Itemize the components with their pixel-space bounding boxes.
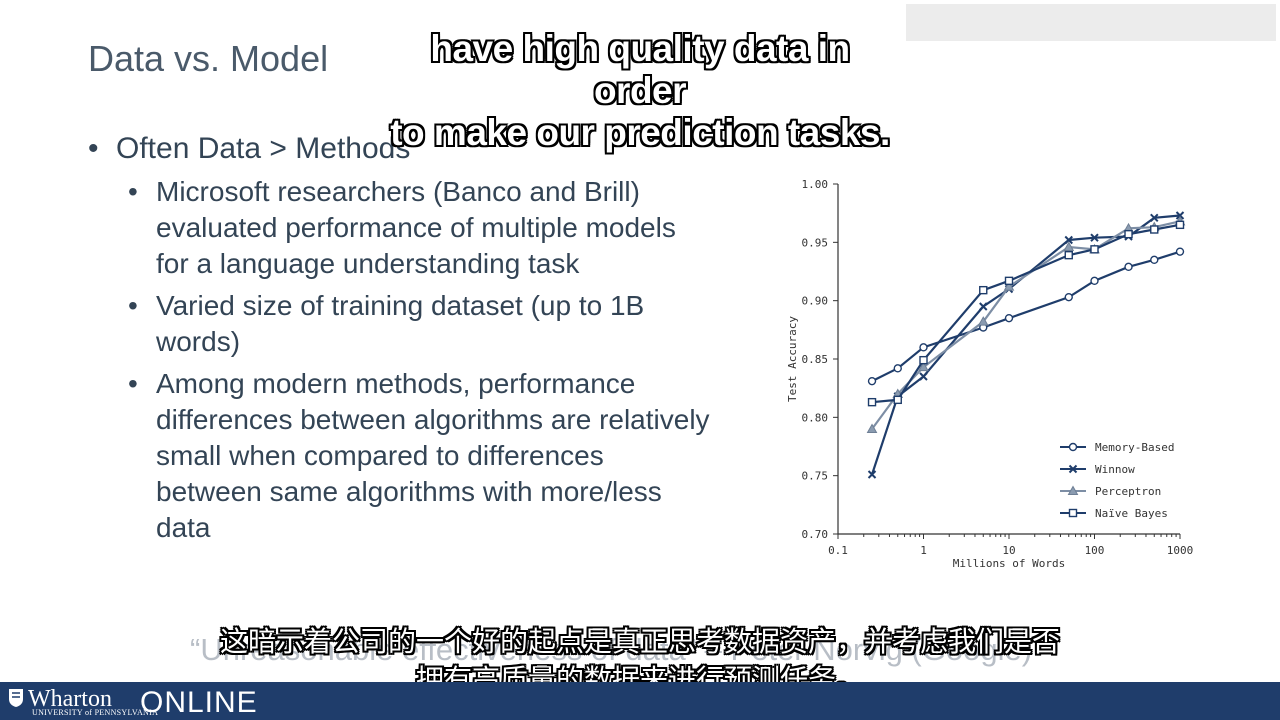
- quote-text: “Unreasonable effectiveness of data” – P…: [190, 632, 1033, 667]
- bullet-dot: •: [128, 176, 138, 207]
- sub-bullet-text: Microsoft researchers (Banco and Brill) …: [156, 176, 676, 279]
- sub-bullet: • Among modern methods, performance diff…: [88, 366, 716, 546]
- english-subtitle: have high quality data in order to make …: [380, 28, 900, 154]
- data-point-na-ve-bayes: [893, 395, 902, 405]
- data-point-perceptron: [866, 423, 878, 433]
- y-tick-label: 0.95: [802, 236, 829, 249]
- legend-marker: [1067, 485, 1079, 495]
- sub-bullet-text: Varied size of training dataset (up to 1…: [156, 290, 645, 357]
- data-point-memory-based: [1175, 247, 1185, 256]
- data-point-memory-based: [867, 376, 877, 386]
- series-line-perceptron: [871, 220, 1181, 430]
- data-point-memory-based: [1064, 292, 1073, 302]
- sub-bullet: • Microsoft researchers (Banco and Brill…: [88, 174, 716, 282]
- bullet-dot: •: [128, 290, 138, 321]
- data-point-memory-based: [1090, 276, 1099, 286]
- wharton-logo-text: Wharton: [28, 686, 112, 712]
- data-point-na-ve-bayes: [1004, 276, 1014, 286]
- data-point-perceptron: [1063, 241, 1075, 251]
- y-tick-label: 0.80: [802, 411, 829, 424]
- legend-label: Memory-Based: [1095, 441, 1174, 454]
- series-line-memory-based: [871, 250, 1181, 383]
- slide-title: Data vs. Model: [88, 38, 329, 79]
- y-tick-label: 0.90: [802, 295, 829, 308]
- legend-marker: [1068, 508, 1078, 518]
- data-point-winnow: [919, 372, 928, 381]
- accuracy-chart: 0.70 0.75 0.80 0.85 0.90 0.95 1.00 0.1 1 10 100 100…: [786, 178, 1194, 570]
- data-point-na-ve-bayes: [1150, 225, 1159, 234]
- data-point-na-ve-bayes: [1090, 245, 1099, 254]
- data-point-memory-based: [1004, 313, 1014, 323]
- y-tick-label: 0.85: [802, 353, 829, 366]
- english-subtitle-line1: have high quality data in order: [430, 28, 850, 111]
- data-point-perceptron: [918, 361, 929, 372]
- series-line-na-ve-bayes: [871, 223, 1181, 404]
- y-tick-label: 0.70: [802, 528, 829, 541]
- data-point-na-ve-bayes: [1064, 250, 1073, 260]
- legend-label: Naïve Bayes: [1095, 507, 1168, 520]
- data-point-perceptron: [977, 316, 989, 326]
- data-point-memory-based: [1124, 262, 1133, 272]
- data-point-na-ve-bayes: [867, 397, 877, 407]
- x-tick-label: 10: [1002, 544, 1015, 557]
- data-point-memory-based: [893, 364, 902, 373]
- x-tick-label: 0.1: [828, 544, 848, 557]
- data-point-memory-based: [1150, 255, 1159, 265]
- legend-label: Perceptron: [1095, 485, 1161, 498]
- x-tick-label: 100: [1085, 544, 1105, 557]
- data-point-perceptron: [1003, 281, 1015, 291]
- y-tick-label: 1.00: [802, 178, 829, 191]
- legend-label: Winnow: [1095, 463, 1135, 476]
- footer-bar: [0, 682, 1280, 720]
- data-point-winnow: [867, 470, 877, 479]
- bullet-dot: •: [88, 132, 99, 165]
- x-tick-label: 1: [920, 544, 927, 557]
- data-point-winnow: [1175, 211, 1185, 220]
- x-axis-label: Millions of Words: [953, 557, 1066, 570]
- bullet-dot: •: [128, 368, 138, 399]
- university-text: UNIVERSITY of PENNSYLVANIA: [32, 708, 159, 717]
- data-point-na-ve-bayes: [979, 285, 988, 295]
- bullet-main-text: Often Data > Methods: [116, 132, 411, 165]
- data-point-na-ve-bayes: [1175, 220, 1185, 230]
- data-point-winnow: [1150, 213, 1159, 223]
- chinese-subtitle-line1: 这暗示着公司的一个好的起点是真正思考数据资产，并考虑我们是否: [219, 625, 1060, 658]
- y-tick-label: 0.75: [802, 470, 829, 483]
- english-subtitle-line2: to make our prediction tasks.: [390, 112, 890, 153]
- sub-bullet: • Varied size of training dataset (up to…: [88, 288, 716, 360]
- legend-marker: [1068, 464, 1078, 474]
- data-point-winnow: [979, 302, 988, 311]
- data-point-memory-based: [919, 343, 928, 352]
- bullet-list: • Often Data > Methods • Microsoft resea…: [88, 130, 738, 546]
- data-point-winnow: [1064, 235, 1073, 245]
- online-label: ONLINE: [140, 686, 258, 719]
- top-right-bar: [906, 4, 1276, 41]
- legend-marker: [1068, 442, 1078, 452]
- series-line-winnow: [870, 214, 1181, 475]
- data-point-winnow: [1090, 233, 1099, 242]
- sub-bullet-text: Among modern methods, performance differ…: [156, 368, 710, 543]
- x-tick-label: 1000: [1167, 544, 1194, 557]
- data-point-na-ve-bayes: [1124, 229, 1133, 239]
- data-point-na-ve-bayes: [919, 355, 928, 365]
- wharton-shield-icon: [9, 689, 23, 707]
- y-axis-label: Test Accuracy: [786, 316, 799, 402]
- bullet-main: • Often Data > Methods: [88, 130, 738, 168]
